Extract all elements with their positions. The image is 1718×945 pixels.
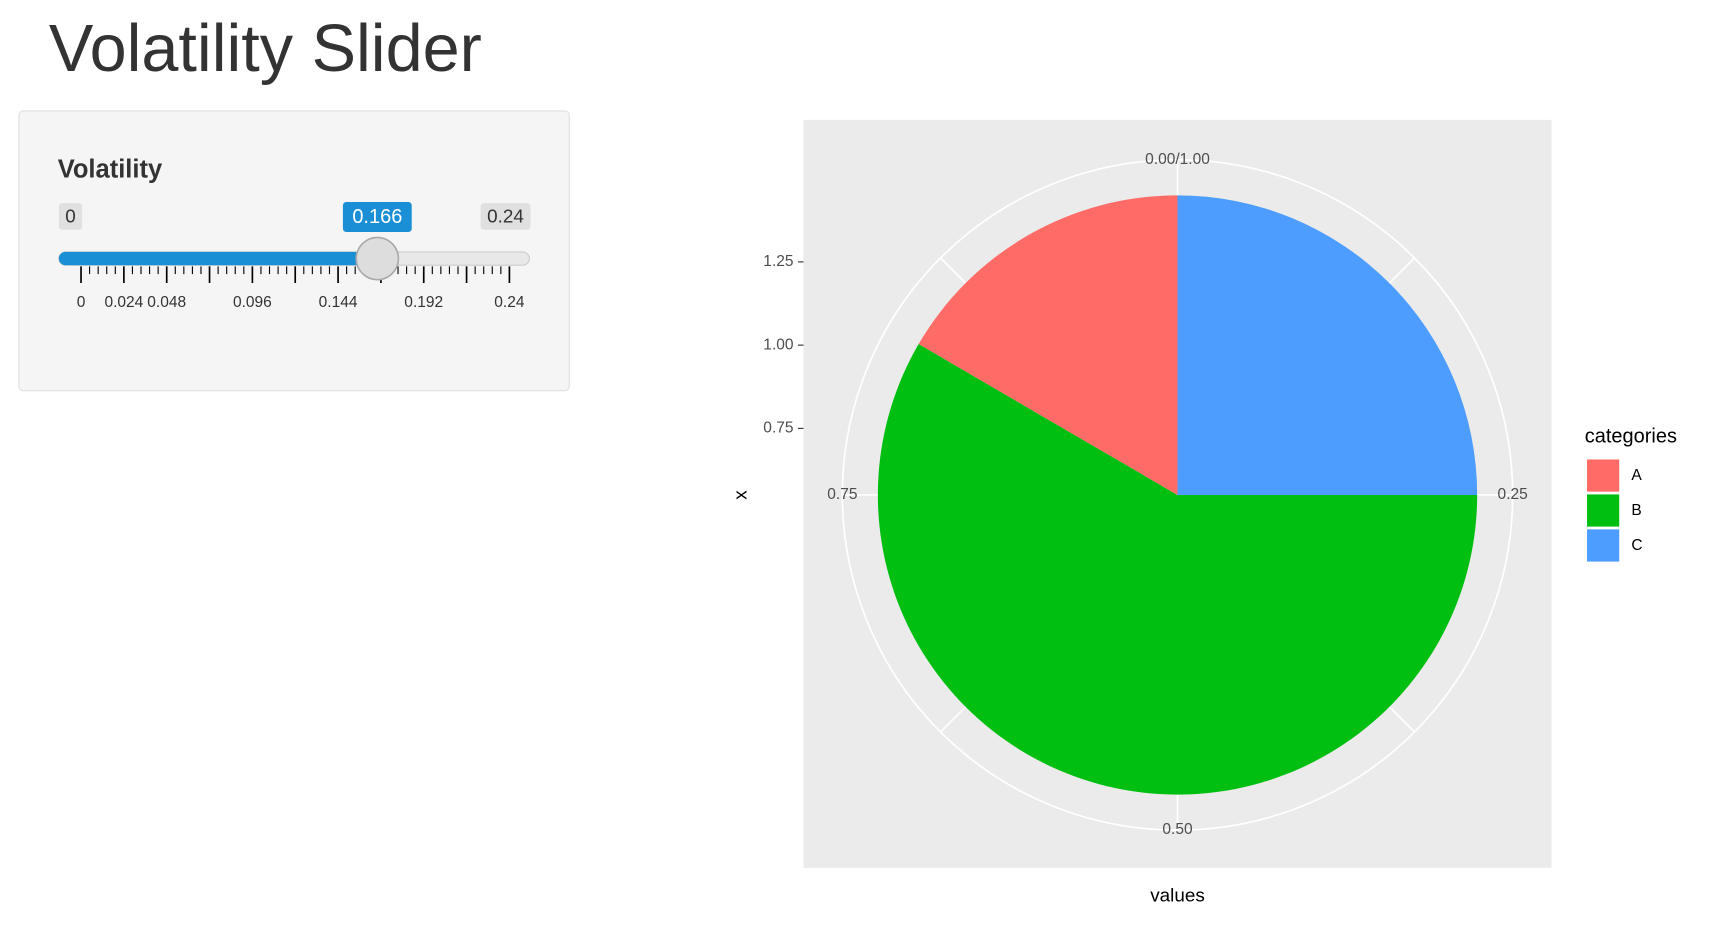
legend-key: [1587, 459, 1620, 492]
theta-tick-label: 0.50: [1162, 821, 1193, 838]
slider-max-box: [480, 203, 531, 230]
legend-key: [1587, 529, 1620, 562]
pie-slice: [877, 344, 1478, 795]
y-tick-label: 1.25: [763, 253, 793, 270]
legend-label: C: [1631, 537, 1642, 554]
pie-slice: [1177, 195, 1478, 495]
plot: 0.75 1.00 1.25 0.00/1.00 0.25 0.50 0.75 A B C: [763, 151, 1642, 838]
slider-fill: [58, 251, 378, 266]
slider-tick-label: 0.24: [494, 294, 525, 311]
sidebar-panel: [18, 110, 570, 392]
slider-tick-label: 0.192: [404, 294, 443, 311]
legend-label: A: [1631, 467, 1642, 484]
slider[interactable]: 0 0.024 0.048 0.096 0.144 0.192 0.24 0 0.24 0.166: [58, 201, 531, 311]
y-axis-title: x: [729, 490, 750, 500]
theta-tick-label: 0.00/1.00: [1145, 151, 1210, 168]
page-title: Volatility Slider: [49, 12, 482, 86]
slider-min-label: 0: [65, 206, 76, 227]
x-axis-title: values: [1150, 885, 1205, 906]
slider-tick-label: 0.096: [233, 294, 272, 311]
legend-title: categories: [1585, 426, 1677, 448]
slider-label: Volatility: [58, 156, 163, 184]
y-tick-label: 0.75: [763, 419, 793, 436]
y-tick-label: 1.00: [763, 336, 794, 353]
pie-slice: [918, 195, 1178, 495]
theta-tick-label: 0.25: [1498, 486, 1528, 503]
theta-tick-label: 0.75: [827, 486, 857, 503]
slider-tick-label: 0.048: [147, 294, 186, 311]
slider-value-box: [342, 201, 412, 232]
slider-min-box: [58, 203, 83, 230]
slider-tick-label: 0.024: [104, 294, 143, 311]
slider-max-label: 0.24: [487, 206, 524, 227]
slider-tick-label: 0: [77, 294, 86, 311]
slider-handle[interactable]: [355, 236, 400, 281]
legend-label: B: [1631, 502, 1641, 519]
slider-tick-label: 0.144: [319, 294, 358, 311]
legend-key: [1587, 494, 1620, 527]
slider-value-label: 0.166: [352, 206, 402, 228]
